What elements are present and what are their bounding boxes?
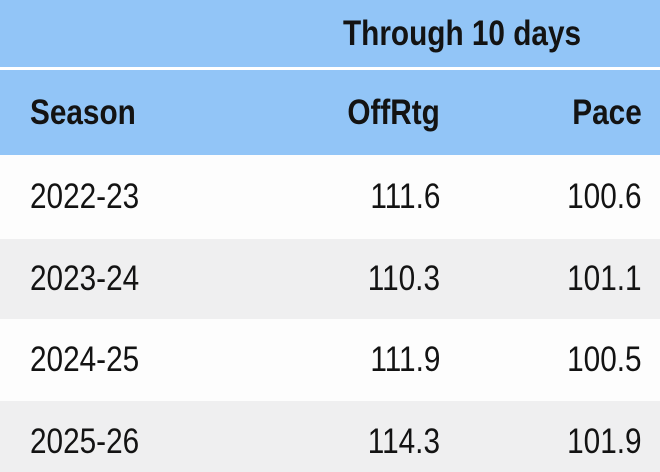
- banner-separator: [0, 67, 660, 70]
- offrtg-value: 114.3: [367, 422, 440, 461]
- pace-value: 101.9: [567, 422, 642, 461]
- column-header-row: Season OffRtg Pace: [0, 70, 660, 155]
- offrtg-value: 111.9: [369, 340, 440, 379]
- column-header-offrtg: OffRtg: [264, 93, 462, 133]
- season-value: 2024-25: [30, 340, 140, 379]
- table-row: 2024-25 111.9 100.5: [0, 319, 660, 401]
- pace-cell: 101.9: [462, 422, 660, 462]
- season-value: 2022-23: [30, 177, 140, 216]
- pace-value: 100.6: [567, 177, 642, 216]
- pace-value: 101.1: [567, 259, 642, 298]
- offrtg-value: 110.3: [367, 259, 440, 298]
- season-cell: 2025-26: [0, 422, 264, 462]
- column-header-season-label: Season: [30, 92, 136, 132]
- pace-cell: 101.1: [462, 259, 660, 299]
- pace-value: 100.5: [567, 340, 642, 379]
- banner-row: Through 10 days: [0, 0, 660, 67]
- column-header-offrtg-label: OffRtg: [347, 92, 440, 132]
- pace-cell: 100.5: [462, 340, 660, 380]
- season-value: 2023-24: [30, 259, 140, 298]
- offrtg-cell: 111.9: [264, 340, 462, 380]
- pace-cell: 100.6: [462, 177, 660, 217]
- season-cell: 2022-23: [0, 177, 264, 217]
- offrtg-value: 111.6: [369, 177, 440, 216]
- offrtg-cell: 111.6: [264, 177, 462, 217]
- offrtg-cell: 110.3: [264, 259, 462, 299]
- table-row: 2022-23 111.6 100.6: [0, 155, 660, 239]
- column-header-pace: Pace: [462, 93, 660, 133]
- season-cell: 2024-25: [0, 340, 264, 380]
- banner-title-cell: Through 10 days: [264, 14, 660, 54]
- season-cell: 2023-24: [0, 259, 264, 299]
- table-row: 2023-24 110.3 101.1: [0, 239, 660, 319]
- column-header-season: Season: [0, 93, 264, 133]
- column-header-pace-label: Pace: [572, 92, 642, 132]
- season-value: 2025-26: [30, 422, 140, 461]
- banner-title: Through 10 days: [342, 13, 582, 53]
- table-row: 2025-26 114.3 101.9: [0, 401, 660, 472]
- offrtg-cell: 114.3: [264, 422, 462, 462]
